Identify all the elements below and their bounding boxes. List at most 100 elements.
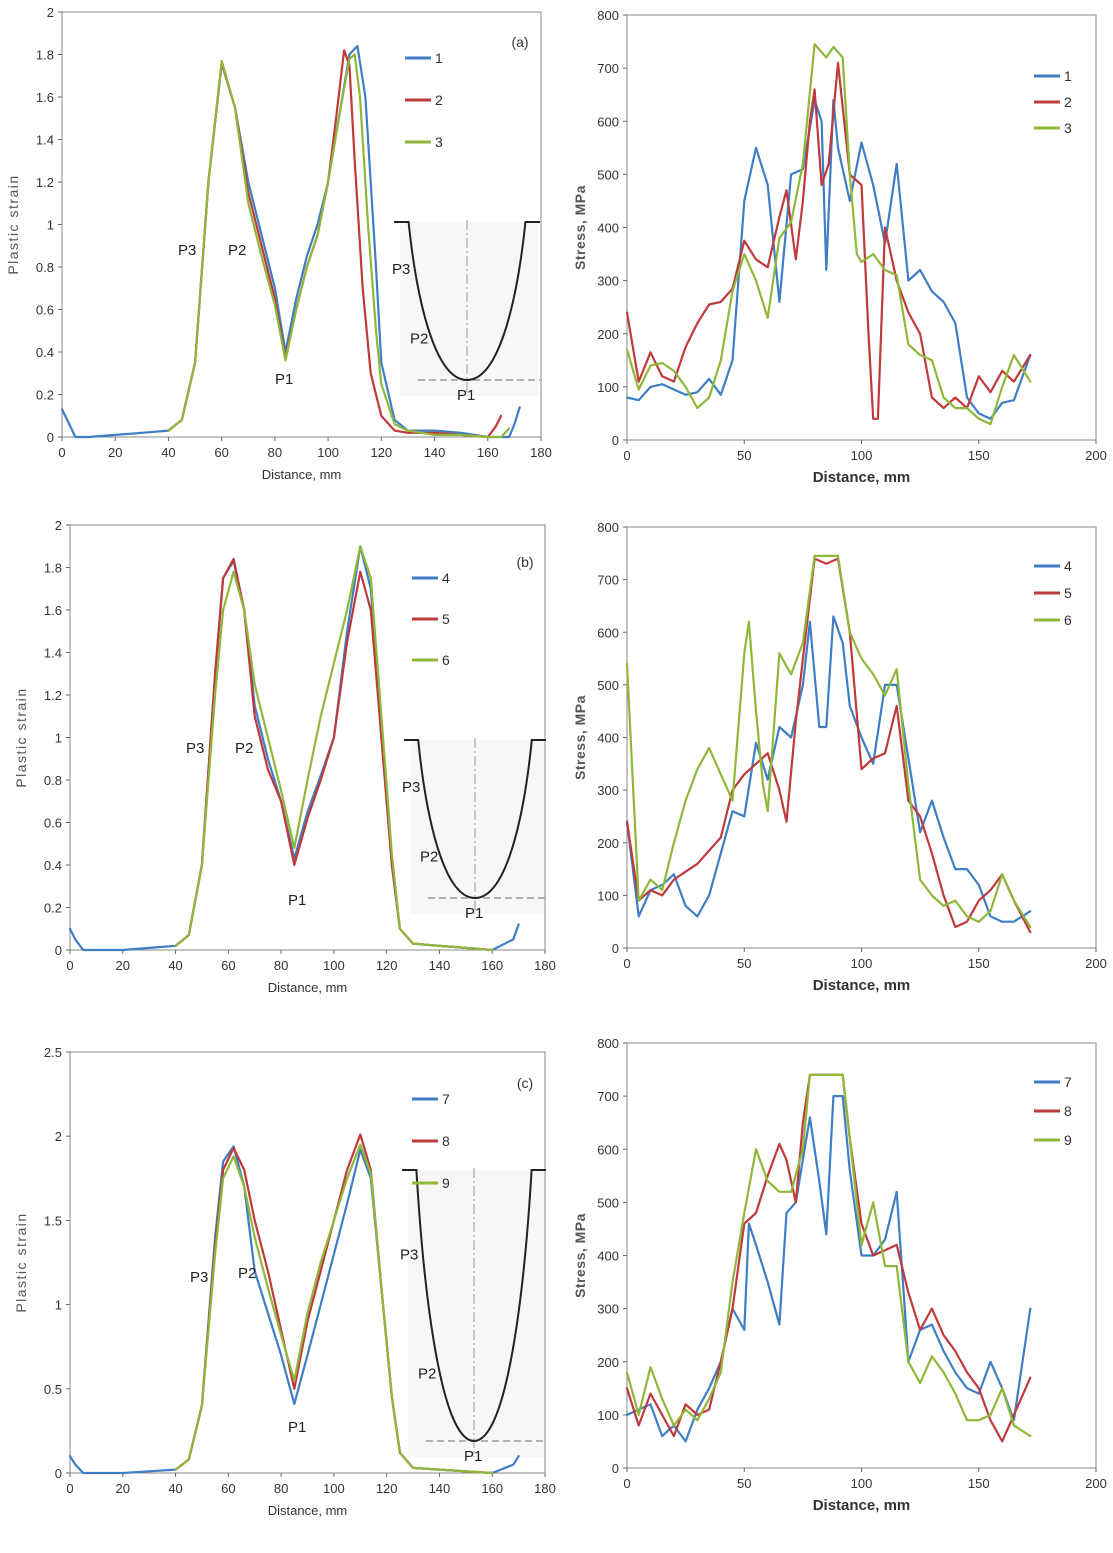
series-line-4 xyxy=(625,615,1032,923)
series-line-7 xyxy=(625,1094,1032,1443)
x-tick-label: 20 xyxy=(116,1481,130,1496)
legend-label-3: 3 xyxy=(435,134,443,150)
y-axis-title: Plastic strain xyxy=(5,174,21,274)
x-tick-label: 150 xyxy=(968,1476,990,1491)
x-tick-label: 120 xyxy=(376,958,398,973)
x-axis-title: Distance, mm xyxy=(813,469,911,486)
plot-frame xyxy=(626,14,1097,441)
series-line-9 xyxy=(625,1073,1032,1438)
annotation-p3: P3 xyxy=(178,242,196,259)
y-tick-label: 0 xyxy=(612,1461,619,1476)
legend-label-6: 6 xyxy=(442,652,450,668)
chart-panel-1: 00.20.40.60.811.21.41.61.820 20 40 60 80 100 1… xyxy=(5,5,552,482)
y-tick-label: 0 xyxy=(55,1466,62,1481)
inset-profile-curve xyxy=(402,1169,546,1443)
legend: 1 2 3 xyxy=(405,50,443,150)
inset-profile-curve xyxy=(394,221,540,382)
x-tick-label: 0 xyxy=(623,956,630,971)
y-tick-label: 0.8 xyxy=(36,260,54,275)
y-tick-label: 800 xyxy=(597,520,619,535)
y-tick-label: 700 xyxy=(597,61,619,76)
legend-label-2: 2 xyxy=(435,92,443,108)
x-tick-label: 0 xyxy=(58,445,65,460)
series-line-3 xyxy=(625,43,1032,426)
legend: 1 2 3 xyxy=(1034,68,1072,136)
x-tick-label: 0 xyxy=(66,958,73,973)
panel-label: (c) xyxy=(517,1075,533,1091)
y-tick-label: 500 xyxy=(597,167,619,182)
y-tick-label: 0 xyxy=(612,433,619,448)
x-tick-label: 20 xyxy=(116,958,130,973)
x-axis-title: Distance, mm xyxy=(813,1497,911,1514)
inset-profile-curve xyxy=(404,739,546,900)
y-tick-label: 200 xyxy=(597,327,619,342)
y-tick-label: 0 xyxy=(55,943,62,958)
y-tick-label: 300 xyxy=(597,1302,619,1317)
legend-label-9: 9 xyxy=(442,1175,450,1191)
y-tick-label: 1.8 xyxy=(44,561,62,576)
y-tick-label: 2 xyxy=(55,518,62,533)
chart-panel-5: 0 0.5 1 1.5 2 2.5 0 20 40 60 80 100 120 140 160 180 Dist… xyxy=(13,1045,556,1518)
y-tick-label: 0.8 xyxy=(44,773,62,788)
legend-label-1: 1 xyxy=(1064,68,1072,84)
x-tick-label: 100 xyxy=(851,956,873,971)
x-tick-label: 60 xyxy=(221,1481,235,1496)
x-tick-label: 60 xyxy=(214,445,228,460)
series-line-9 xyxy=(174,1143,494,1475)
inset-background xyxy=(408,1170,544,1457)
series-line-6 xyxy=(625,554,1032,929)
x-axis-title: Distance, mm xyxy=(268,1503,347,1518)
inset-background xyxy=(400,222,538,396)
inset-background xyxy=(410,740,544,914)
chart-panel-4: 0 100 200 300 400 500 600 700 800 0 50 100 150 200 Dis… xyxy=(572,520,1107,994)
y-tick-label: 200 xyxy=(597,836,619,851)
y-tick-label: 1.4 xyxy=(36,133,54,148)
y-axis-title: Stress, MPa xyxy=(572,695,588,780)
y-tick-label: 1.2 xyxy=(44,688,62,703)
legend: 7 8 9 xyxy=(1034,1074,1072,1148)
legend-label-5: 5 xyxy=(1064,585,1072,601)
chart-panel-3: 00.20.40.60.811.21.41.61.820 20 40 60 80 100 1… xyxy=(13,518,556,995)
y-tick-label: 100 xyxy=(597,888,619,903)
annotation-p2: P2 xyxy=(238,1265,256,1282)
y-tick-label: 100 xyxy=(597,1408,619,1423)
y-tick-label: 1.6 xyxy=(44,603,62,618)
y-tick-label: 0 xyxy=(47,430,54,445)
annotation-p1: P1 xyxy=(288,1419,306,1436)
inset-label-p2: P2 xyxy=(410,331,428,348)
y-tick-label: 300 xyxy=(597,783,619,798)
x-tick-label: 120 xyxy=(376,1481,398,1496)
y-tick-label: 2.5 xyxy=(44,1045,62,1060)
legend-label-6: 6 xyxy=(1064,612,1072,628)
y-tick-label: 1.4 xyxy=(44,646,62,661)
x-tick-label: 160 xyxy=(477,445,499,460)
inset-label-p3: P3 xyxy=(402,779,420,796)
series-line-1 xyxy=(625,98,1032,420)
x-tick-label: 0 xyxy=(66,1481,73,1496)
y-tick-label: 1 xyxy=(55,731,62,746)
y-tick-label: 1.8 xyxy=(36,48,54,63)
x-tick-label: 40 xyxy=(161,445,175,460)
inset-diagram: P3 P2 P1 xyxy=(392,220,540,404)
x-tick-label: 80 xyxy=(274,958,288,973)
x-tick-label: 180 xyxy=(534,958,556,973)
inset-label-p3: P3 xyxy=(392,261,410,278)
legend-label-4: 4 xyxy=(442,570,450,586)
y-tick-label: 800 xyxy=(597,1036,619,1051)
x-tick-label: 50 xyxy=(737,1476,751,1491)
annotation-p3: P3 xyxy=(190,1269,208,1286)
x-tick-label: 160 xyxy=(481,1481,503,1496)
y-tick-label: 1.2 xyxy=(36,175,54,190)
plot-frame xyxy=(69,1051,546,1474)
annotation-p1: P1 xyxy=(275,371,293,388)
y-tick-label: 0.5 xyxy=(44,1382,62,1397)
x-axis-title: Distance, mm xyxy=(813,977,911,994)
series-line-6 xyxy=(174,545,494,952)
y-tick-label: 0.2 xyxy=(36,388,54,403)
chart-panel-6: 0 100 200 300 400 500 600 700 800 0 50 100 150 200 Dis… xyxy=(572,1036,1107,1514)
x-tick-label: 150 xyxy=(968,448,990,463)
y-tick-label: 500 xyxy=(597,1195,619,1210)
x-tick-label: 40 xyxy=(168,1481,182,1496)
y-tick-label: 100 xyxy=(597,380,619,395)
y-tick-label: 400 xyxy=(597,1249,619,1264)
